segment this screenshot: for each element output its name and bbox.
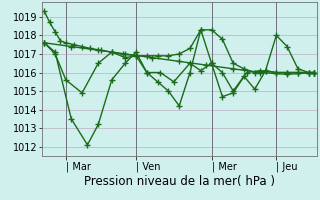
X-axis label: Pression niveau de la mer( hPa ): Pression niveau de la mer( hPa )	[84, 175, 275, 188]
